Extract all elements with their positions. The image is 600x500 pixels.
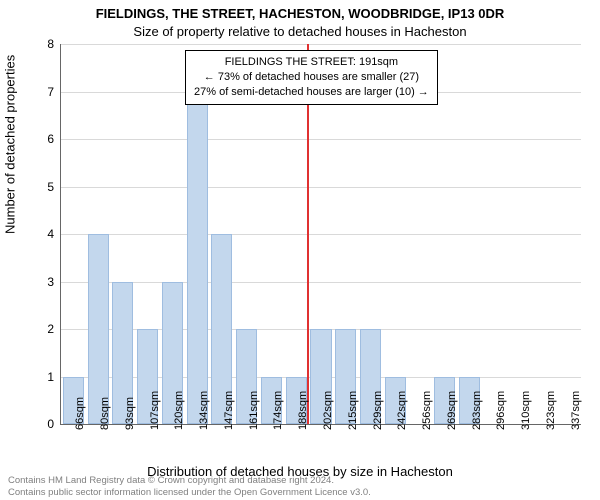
gridline — [61, 139, 581, 140]
x-tick: 337sqm — [570, 391, 582, 430]
y-tick: 5 — [14, 180, 54, 194]
annotation-line3: 27% of semi-detached houses are larger (… — [194, 86, 429, 98]
x-tick: 161sqm — [248, 391, 260, 430]
y-tick: 3 — [14, 275, 54, 289]
title-sub: Size of property relative to detached ho… — [0, 24, 600, 39]
x-tick: 80sqm — [99, 397, 111, 430]
x-tick: 229sqm — [372, 391, 384, 430]
x-tick: 296sqm — [495, 391, 507, 430]
x-tick: 269sqm — [446, 391, 458, 430]
y-tick: 8 — [14, 37, 54, 51]
title-main: FIELDINGS, THE STREET, HACHESTON, WOODBR… — [0, 6, 600, 21]
bar — [187, 92, 208, 425]
y-tick: 6 — [14, 132, 54, 146]
gridline — [61, 282, 581, 283]
footnote-line1: Contains HM Land Registry data © Crown c… — [8, 475, 334, 486]
footnote: Contains HM Land Registry data © Crown c… — [8, 475, 371, 498]
y-tick: 4 — [14, 227, 54, 241]
x-tick: 134sqm — [198, 391, 210, 430]
x-tick: 283sqm — [471, 391, 483, 430]
chart-container: FIELDINGS, THE STREET, HACHESTON, WOODBR… — [0, 0, 600, 500]
y-tick: 2 — [14, 322, 54, 336]
x-tick: 188sqm — [297, 391, 309, 430]
x-tick: 215sqm — [347, 391, 359, 430]
gridline — [61, 234, 581, 235]
annotation-line2: ← 73% of detached houses are smaller (27… — [204, 71, 419, 83]
x-tick: 120sqm — [173, 391, 185, 430]
x-tick: 174sqm — [272, 391, 284, 430]
x-tick: 242sqm — [396, 391, 408, 430]
x-tick: 107sqm — [149, 391, 161, 430]
annotation-box: FIELDINGS THE STREET: 191sqm ← 73% of det… — [185, 50, 438, 105]
x-tick: 256sqm — [421, 391, 433, 430]
x-tick: 93sqm — [124, 397, 136, 430]
x-tick: 323sqm — [545, 391, 557, 430]
footnote-line2: Contains public sector information licen… — [8, 487, 371, 498]
y-tick: 0 — [14, 417, 54, 431]
x-tick: 202sqm — [322, 391, 334, 430]
gridline — [61, 187, 581, 188]
y-tick: 1 — [14, 370, 54, 384]
x-tick: 147sqm — [223, 391, 235, 430]
bar — [88, 234, 109, 424]
x-tick: 66sqm — [74, 397, 86, 430]
x-tick: 310sqm — [520, 391, 532, 430]
y-tick: 7 — [14, 85, 54, 99]
annotation-line1: FIELDINGS THE STREET: 191sqm — [225, 56, 398, 68]
gridline — [61, 44, 581, 45]
